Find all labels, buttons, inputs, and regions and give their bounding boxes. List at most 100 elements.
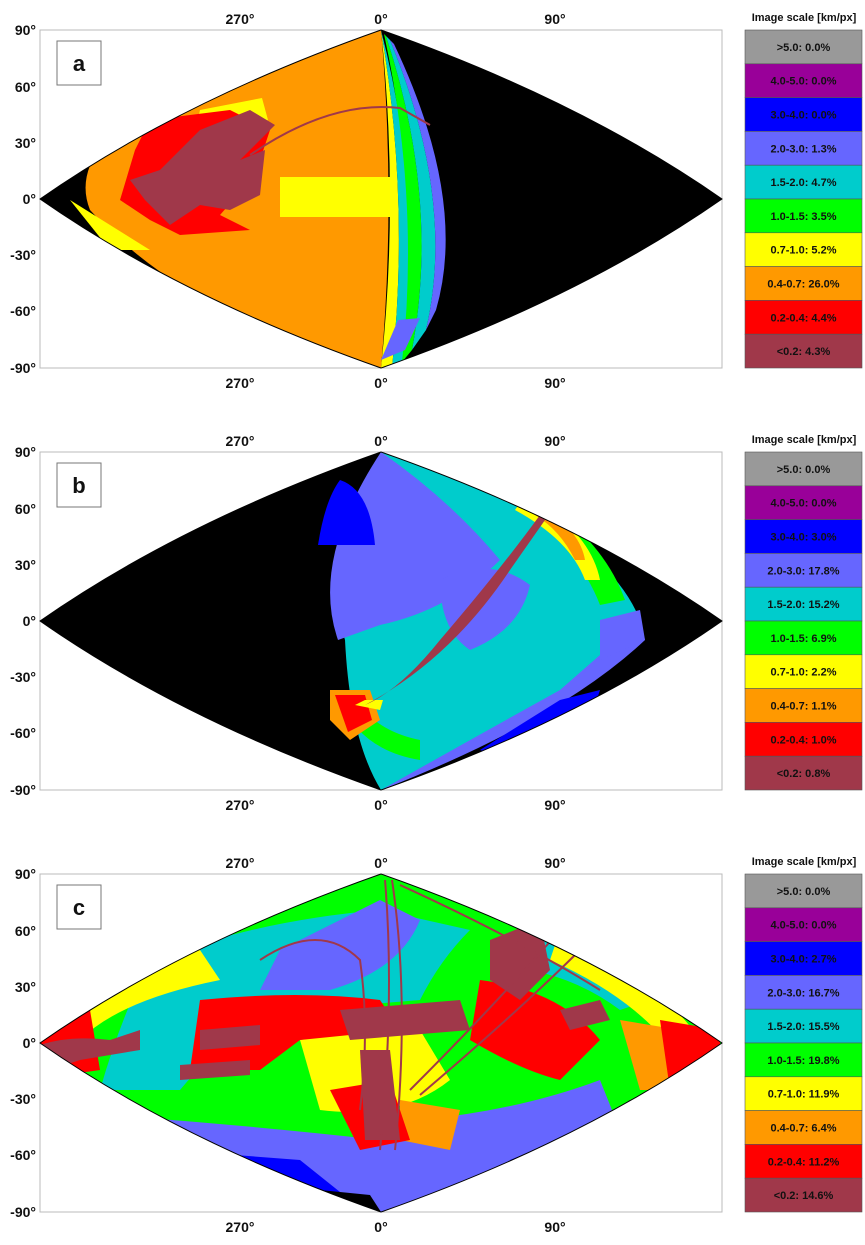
legend-entry-label: 4.0-5.0: 0.0% [770,498,836,510]
lon-tick-bottom-270: 270° [226,797,255,813]
lon-tick-top-0: 0° [374,433,387,449]
legend-swatch [744,519,863,554]
lon-tick-top-0: 0° [374,11,387,27]
legend-c: Image scale [km/px] >5.0: 0.0% 4.0-5.0: 0… [744,856,863,1213]
coverage-map-b [40,452,722,790]
legend-swatch [744,553,863,588]
lat-tick-minus90: -90° [10,782,36,798]
map-outline [39,873,723,1213]
legend-swatch [744,131,863,166]
legend-swatch [744,300,863,335]
lat-tick-60: 60° [15,501,36,517]
panel-letter-box [56,462,102,508]
lon-tick-top-270: 270° [226,11,255,27]
lon-tick-bottom-270: 270° [226,375,255,391]
lat-tick-minus30: -30° [10,247,36,263]
coverage-map-a [40,30,722,368]
legend-swatch [744,975,863,1010]
lon-tick-bottom-270: 270° [226,1219,255,1235]
legend-entry-label: 3.0-4.0: 0.0% [770,110,836,122]
legend-entry-label: 0.7-1.0: 11.9% [768,1089,840,1101]
legend-swatch [744,941,863,976]
legend-swatch [744,654,863,689]
legend-entry-label: >5.0: 0.0% [777,886,831,898]
legend-entry-label: 0.7-1.0: 2.2% [770,667,836,679]
legend-swatch [744,1008,863,1044]
lon-tick-bottom-90: 90° [544,797,565,813]
legend-entry-label: 0.4-0.7: 6.4% [770,1123,836,1135]
legend-entry-label: 2.0-3.0: 17.8% [767,565,839,577]
lat-tick-minus30: -30° [10,1091,36,1107]
legend-entry-label: 1.0-1.5: 19.8% [767,1055,839,1067]
legend-entry-label: 2.0-3.0: 1.3% [770,143,836,155]
lon-tick-bottom-0: 0° [374,1219,387,1235]
legend-entry-label: 1.5-2.0: 15.2% [767,599,839,611]
coverage-map-c [40,874,722,1212]
legend-swatch [744,266,863,301]
legend-entry-label: <0.2: 4.3% [777,346,831,358]
legend-entry-label: >5.0: 0.0% [777,464,831,476]
lat-tick-60: 60° [15,79,36,95]
lat-tick-minus60: -60° [10,1147,36,1163]
legend-a: Image scale [km/px] >5.0: 0.0% 4.0-5.0: 0… [744,12,863,369]
lon-tick-bottom-0: 0° [374,375,387,391]
legend-entry-label: 1.5-2.0: 15.5% [767,1021,839,1033]
lat-tick-30: 30° [15,557,36,573]
panel-b: 270° 0° 90° 270° 0° 90° 90° 60° 30° 0° -… [10,433,863,813]
lon-tick-top-90: 90° [544,11,565,27]
lat-tick-30: 30° [15,135,36,151]
legend-swatch [744,1076,863,1111]
panel-c: 270° 0° 90° 270° 0° 90° 90° 60° 30° 0° -… [10,855,863,1235]
lon-tick-bottom-90: 90° [544,1219,565,1235]
lon-tick-top-90: 90° [544,433,565,449]
legend-entry-label: 4.0-5.0: 0.0% [770,920,836,932]
legend-title: Image scale [km/px] [752,856,857,868]
legend-swatch [744,451,863,487]
legend-swatch [744,722,863,757]
panel-letter-c: c [73,895,85,920]
lat-tick-minus60: -60° [10,303,36,319]
legend-swatch [744,333,863,369]
panel-letter-a: a [73,51,86,76]
lat-tick-minus30: -30° [10,669,36,685]
legend-swatch [744,873,863,909]
legend-swatch [744,688,863,723]
legend-entry-label: 3.0-4.0: 3.0% [770,532,836,544]
legend-swatch [744,198,863,234]
legend-entry-label: 1.5-2.0: 4.7% [770,177,836,189]
legend-entry-label: 0.4-0.7: 26.0% [767,279,839,291]
legend-entry-label: 0.2-0.4: 1.0% [770,734,836,746]
map-outline [39,29,723,369]
lat-tick-minus90: -90° [10,1204,36,1220]
legend-entry-label: 3.0-4.0: 2.7% [770,954,836,966]
map-outline [39,451,723,791]
legend-swatch [744,485,863,520]
legend-swatch [744,1144,863,1179]
lat-tick-90: 90° [15,444,36,460]
legend-entry-label: <0.2: 0.8% [777,768,831,780]
legend-swatch [744,97,863,132]
panel-a: 270° 0° 90° 270° 0° 90° 90° 60° 30° 0° -… [10,11,863,391]
lon-tick-top-0: 0° [374,855,387,871]
legend-title: Image scale [km/px] [752,434,857,446]
legend-entry-label: 4.0-5.0: 0.0% [770,76,836,88]
legend-swatch [744,1177,863,1213]
lat-tick-0: 0° [23,191,36,207]
legend-swatch [744,907,863,942]
legend-entry-label: 1.0-1.5: 6.9% [770,633,836,645]
lat-tick-0: 0° [23,1035,36,1051]
legend-entry-label: 2.0-3.0: 16.7% [767,987,839,999]
legend-swatch [744,63,863,98]
legend-swatch [744,164,863,200]
panel-letter-box [56,40,102,86]
lat-tick-0: 0° [23,613,36,629]
lon-tick-bottom-0: 0° [374,797,387,813]
legend-swatch [744,586,863,622]
legend-swatch [744,1042,863,1078]
legend-entry-label: 1.0-1.5: 3.5% [770,211,836,223]
lat-tick-minus60: -60° [10,725,36,741]
lat-tick-30: 30° [15,979,36,995]
legend-b: Image scale [km/px] >5.0: 0.0% 4.0-5.0: 0… [744,434,863,791]
lat-tick-90: 90° [15,866,36,882]
